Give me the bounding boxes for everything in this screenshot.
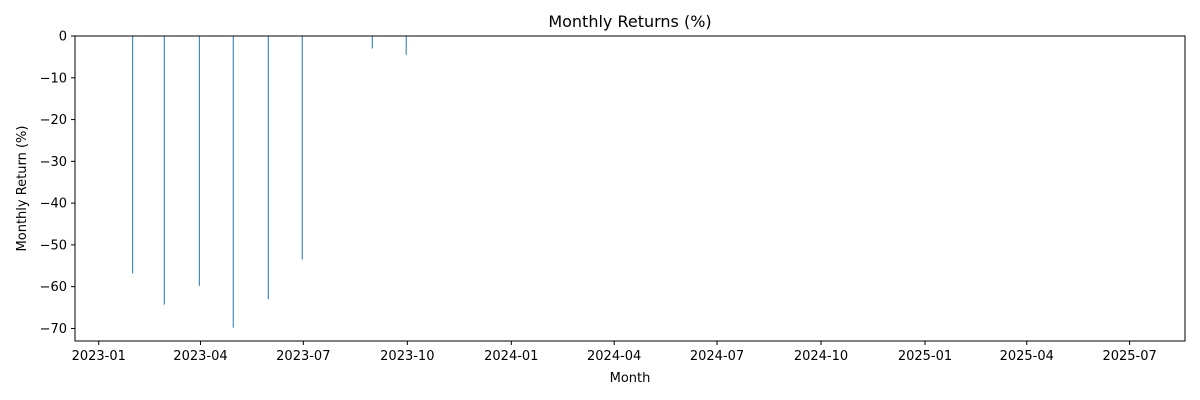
chart-title: Monthly Returns (%) — [548, 12, 711, 31]
y-tick-label: −20 — [40, 113, 67, 128]
x-tick-label: 2023-04 — [173, 349, 227, 364]
x-tick-label: 2024-10 — [794, 349, 848, 364]
bar — [405, 36, 407, 55]
y-tick-label: −70 — [40, 322, 67, 337]
bar — [371, 36, 373, 49]
x-tick-label: 2024-04 — [587, 349, 641, 364]
bar — [132, 36, 134, 274]
x-tick-label: 2023-07 — [276, 349, 330, 364]
x-tick-label: 2023-01 — [72, 349, 126, 364]
plot-frame — [74, 35, 1186, 342]
y-tick-label: −50 — [40, 238, 67, 253]
y-tick-label: 0 — [59, 30, 67, 45]
bar — [301, 36, 303, 260]
y-tick-label: −30 — [40, 155, 67, 170]
bar — [232, 36, 234, 328]
y-axis: 0 −10 −20 −30 −40 −50 −60 −70 — [40, 30, 75, 337]
x-tick-label: 2024-01 — [484, 349, 538, 364]
bar — [267, 36, 269, 300]
y-axis-label: Monthly Return (%) — [15, 126, 30, 252]
x-tick-label: 2023-10 — [380, 349, 434, 364]
bar — [198, 36, 200, 286]
bars-layer — [132, 36, 407, 328]
x-tick-label: 2025-01 — [898, 349, 952, 364]
x-tick-label: 2024-07 — [690, 349, 744, 364]
x-tick-label: 2025-04 — [1000, 349, 1054, 364]
y-tick-label: −40 — [40, 197, 67, 212]
bar — [163, 36, 165, 305]
y-tick-label: −60 — [40, 280, 67, 295]
y-tick-label: −10 — [40, 71, 67, 86]
x-tick-label: 2025-07 — [1102, 349, 1156, 364]
x-axis: 2023-01 2023-04 2023-07 2023-10 2024-01 2024-… — [72, 341, 1157, 364]
x-axis-label: Month — [610, 371, 651, 386]
